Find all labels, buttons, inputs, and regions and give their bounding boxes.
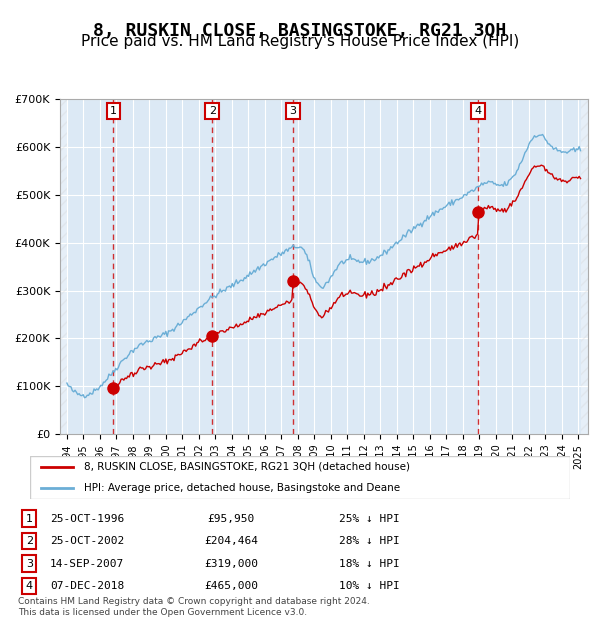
Text: 14-SEP-2007: 14-SEP-2007 (50, 559, 124, 569)
Text: 8, RUSKIN CLOSE, BASINGSTOKE, RG21 3QH (detached house): 8, RUSKIN CLOSE, BASINGSTOKE, RG21 3QH (… (84, 461, 410, 472)
Text: 07-DEC-2018: 07-DEC-2018 (50, 581, 124, 591)
Text: 10% ↓ HPI: 10% ↓ HPI (339, 581, 400, 591)
Text: 28% ↓ HPI: 28% ↓ HPI (339, 536, 400, 546)
Text: 3: 3 (26, 559, 33, 569)
Text: 3: 3 (289, 106, 296, 116)
Text: HPI: Average price, detached house, Basingstoke and Deane: HPI: Average price, detached house, Basi… (84, 483, 400, 494)
Text: Contains HM Land Registry data © Crown copyright and database right 2024.
This d: Contains HM Land Registry data © Crown c… (18, 598, 370, 617)
Text: £204,464: £204,464 (204, 536, 258, 546)
Text: £319,000: £319,000 (204, 559, 258, 569)
Text: 8, RUSKIN CLOSE, BASINGSTOKE, RG21 3QH: 8, RUSKIN CLOSE, BASINGSTOKE, RG21 3QH (94, 22, 506, 40)
Text: 4: 4 (26, 581, 33, 591)
Text: 2: 2 (26, 536, 33, 546)
FancyBboxPatch shape (30, 456, 570, 499)
Text: 2: 2 (209, 106, 216, 116)
Text: 4: 4 (475, 106, 482, 116)
Text: 1: 1 (110, 106, 117, 116)
Text: 25-OCT-1996: 25-OCT-1996 (50, 513, 124, 524)
Text: 25% ↓ HPI: 25% ↓ HPI (339, 513, 400, 524)
Text: Price paid vs. HM Land Registry's House Price Index (HPI): Price paid vs. HM Land Registry's House … (81, 34, 519, 49)
Text: 25-OCT-2002: 25-OCT-2002 (50, 536, 124, 546)
Text: 1: 1 (26, 513, 33, 524)
Text: £95,950: £95,950 (207, 513, 254, 524)
Text: £465,000: £465,000 (204, 581, 258, 591)
Text: 18% ↓ HPI: 18% ↓ HPI (339, 559, 400, 569)
